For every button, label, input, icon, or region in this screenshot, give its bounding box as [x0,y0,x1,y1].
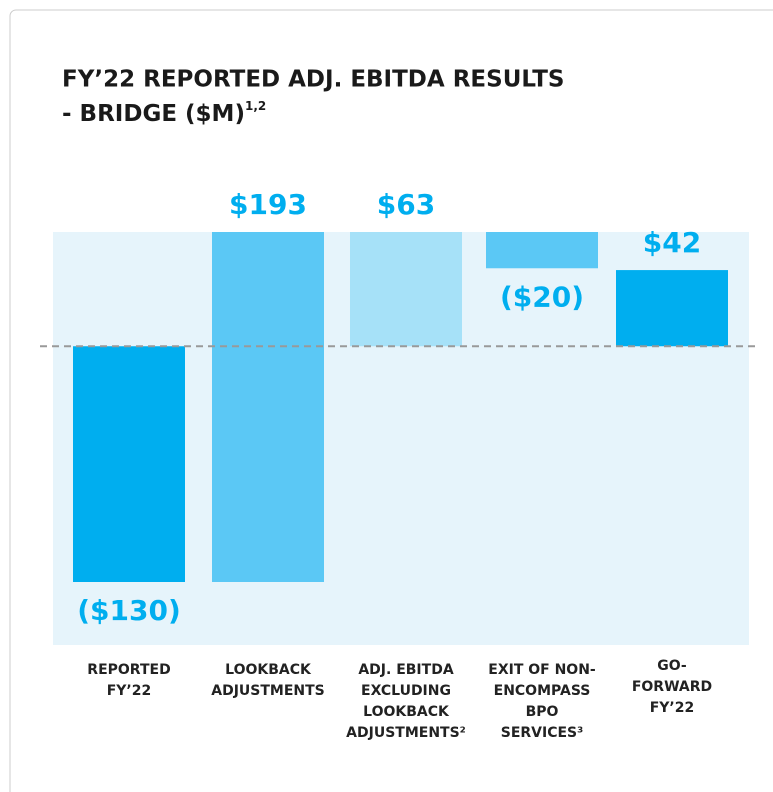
chart-title-line: - BRIDGE ($M)1,2 [62,99,266,127]
value-label: $42 [643,226,701,259]
x-tick-label: ADJ. EBITDA [358,662,453,678]
value-label: ($130) [77,594,181,627]
x-tick-label: FY’22 [107,683,152,699]
x-tick-label: BPO [526,704,559,720]
x-tick-label: EXIT OF NON- [488,662,596,678]
x-tick-label: FORWARD [632,679,712,695]
value-label: ($20) [500,280,584,313]
x-tick-label: ENCOMPASS [494,683,591,699]
x-tick-label: SERVICES³ [501,725,584,741]
bar [486,232,598,269]
x-tick-label: FY’22 [650,700,695,716]
chart-title-line: FY’22 REPORTED ADJ. EBITDA RESULTS [62,67,564,93]
x-tick-label: EXCLUDING [361,683,451,699]
x-tick-label: LOOKBACK [225,662,312,678]
bar [350,232,462,347]
value-label: $63 [377,188,435,221]
bar [212,232,324,582]
title-text: - BRIDGE ($M) [62,101,245,127]
x-tick-label: GO- [657,658,687,674]
bar [616,270,728,347]
title-note: 1,2 [245,99,266,113]
x-tick-label: REPORTED [87,662,170,678]
x-tick-label: ADJUSTMENTS² [346,725,466,741]
bar [73,346,185,582]
x-tick-label: LOOKBACK [363,704,450,720]
x-tick-label: ADJUSTMENTS [211,683,325,699]
value-label: $193 [229,188,307,221]
